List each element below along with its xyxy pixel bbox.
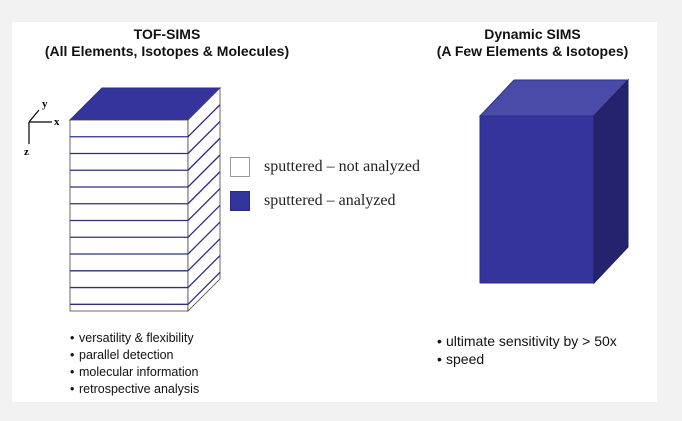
tof-sims-title: TOF-SIMS (All Elements, Isotopes & Molec… bbox=[22, 26, 312, 60]
list-item: molecular information bbox=[70, 364, 199, 381]
tof-sims-title-main: TOF-SIMS bbox=[133, 26, 201, 42]
stack-layer-side-line bbox=[187, 154, 221, 188]
tof-sims-stack bbox=[68, 87, 222, 312]
dynamic-sims-block bbox=[478, 78, 630, 285]
list-item: retrospective analysis bbox=[70, 381, 199, 398]
diagram-canvas bbox=[28, 78, 630, 312]
stack-layer-side-line bbox=[187, 188, 221, 221]
list-item: versatility & flexibility bbox=[70, 330, 199, 347]
dynamic-sims-title: Dynamic SIMS (A Few Elements & Isotopes) bbox=[410, 26, 655, 60]
legend-swatch-blue bbox=[230, 191, 250, 211]
dynamic-sims-title-sub: (A Few Elements & Isotopes) bbox=[436, 43, 629, 59]
legend-item-analyzed: sputtered – analyzed bbox=[230, 184, 420, 218]
stack-layer-side-line bbox=[187, 121, 221, 154]
list-item: parallel detection bbox=[70, 347, 199, 364]
stack-layer-side-line bbox=[187, 104, 221, 138]
stack-layer-side-line bbox=[187, 255, 221, 289]
axis-y-label: y bbox=[42, 98, 48, 110]
stack-layer-side-line bbox=[187, 271, 221, 305]
slide: TOF-SIMS (All Elements, Isotopes & Molec… bbox=[12, 22, 657, 402]
axis-indicator bbox=[28, 109, 52, 144]
stack-layer-side-line bbox=[187, 171, 221, 205]
axis-y-line bbox=[28, 109, 40, 123]
list-item: speed bbox=[437, 350, 617, 368]
axis-z-label: z bbox=[24, 146, 29, 158]
legend-label-not-analyzed: sputtered – not analyzed bbox=[264, 158, 420, 175]
dynamic-sims-title-main: Dynamic SIMS bbox=[484, 26, 581, 42]
stack-layer-side-line bbox=[187, 221, 221, 255]
tof-sims-title-sub: (All Elements, Isotopes & Molecules) bbox=[44, 43, 290, 59]
stack-layer-lines bbox=[70, 104, 221, 305]
legend-swatch-white bbox=[230, 157, 250, 177]
stack-side-face bbox=[187, 87, 221, 312]
stack-layer-side-line bbox=[187, 137, 221, 171]
legend: sputtered – not analyzed sputtered – ana… bbox=[230, 150, 420, 218]
stack-front-face bbox=[69, 119, 189, 312]
list-item: ultimate sensitivity by > 50x bbox=[437, 332, 617, 350]
block-front-face bbox=[479, 115, 595, 284]
block-side-face bbox=[593, 78, 629, 285]
dynamic-sims-bullets: ultimate sensitivity by > 50x speed bbox=[437, 332, 617, 368]
tof-sims-bullets: versatility & flexibility parallel detec… bbox=[70, 330, 199, 398]
axis-x-label: x bbox=[54, 116, 60, 128]
legend-label-analyzed: sputtered – analyzed bbox=[264, 192, 396, 209]
stack-layer-side-line bbox=[187, 238, 221, 272]
legend-item-not-analyzed: sputtered – not analyzed bbox=[230, 150, 420, 184]
stack-layer-side-line bbox=[187, 204, 221, 238]
